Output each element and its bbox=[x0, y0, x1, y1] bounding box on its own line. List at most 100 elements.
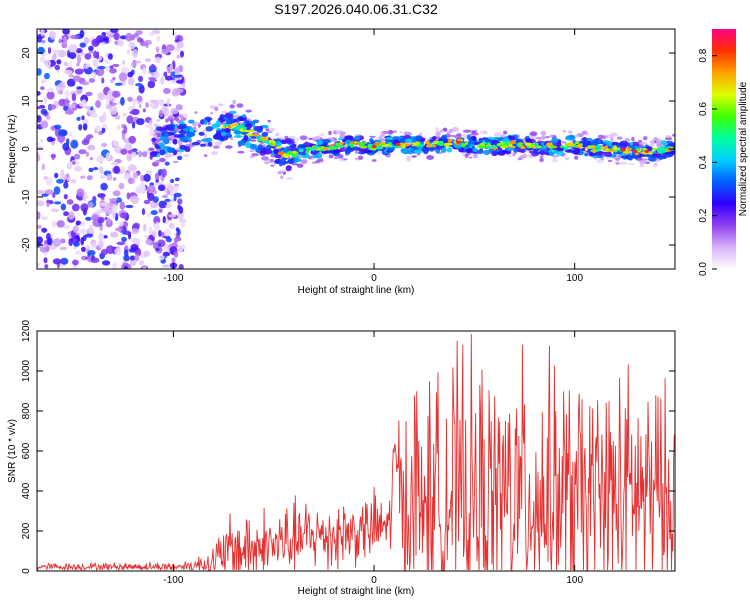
noise-blob bbox=[138, 84, 145, 94]
noise-blob bbox=[49, 137, 56, 142]
core-blob bbox=[572, 148, 580, 155]
peak-spot bbox=[620, 148, 626, 152]
noise-blob bbox=[150, 210, 158, 216]
noise-blob bbox=[56, 178, 64, 184]
core-blob bbox=[501, 138, 511, 144]
noise-blob bbox=[87, 144, 96, 151]
noise-blob bbox=[75, 250, 81, 255]
noise-blob bbox=[127, 71, 134, 78]
colorbar-label: Normalized spectral amplitude bbox=[738, 81, 749, 216]
noise-blob bbox=[72, 225, 79, 233]
noise-blob bbox=[83, 64, 90, 69]
core-blob bbox=[151, 137, 157, 142]
noise-blob bbox=[112, 177, 117, 181]
core-blob bbox=[346, 146, 355, 152]
noise-blob bbox=[66, 177, 72, 182]
noise-blob bbox=[45, 177, 53, 186]
noise-blob bbox=[142, 266, 147, 269]
core-blob bbox=[179, 144, 187, 150]
noise-blob bbox=[120, 148, 128, 155]
noise-blob bbox=[89, 157, 94, 161]
halo-blob bbox=[301, 159, 308, 165]
noise-blob bbox=[40, 108, 48, 115]
halo-blob bbox=[562, 130, 567, 133]
noise-blob bbox=[68, 60, 73, 69]
noise-blob bbox=[66, 162, 73, 170]
y-tick-label: 600 bbox=[21, 442, 32, 459]
noise-blob bbox=[158, 229, 162, 237]
ridge-blob bbox=[420, 144, 424, 147]
core-blob bbox=[189, 128, 195, 133]
halo-blob bbox=[541, 135, 546, 140]
ridge-blob bbox=[577, 143, 583, 148]
noise-blob bbox=[85, 151, 90, 157]
core-blob bbox=[565, 136, 570, 140]
ridge-blob bbox=[309, 147, 315, 151]
noise-blob bbox=[141, 208, 146, 216]
noise-blob bbox=[80, 203, 89, 212]
noise-blob bbox=[125, 32, 133, 42]
ridge-blob bbox=[262, 140, 269, 144]
noise-blob bbox=[88, 50, 94, 54]
noise-blob bbox=[113, 165, 121, 174]
halo-blob bbox=[639, 163, 644, 168]
noise-blob bbox=[122, 60, 126, 65]
noise-blob bbox=[97, 66, 106, 70]
noise-blob bbox=[118, 182, 125, 190]
halo-blob bbox=[335, 129, 341, 135]
halo-blob bbox=[318, 133, 325, 137]
halo-blob bbox=[249, 150, 255, 153]
colorbar-ticks: 0.0 0.2 0.4 0.6 0.8 bbox=[698, 48, 717, 276]
noise-blob bbox=[43, 96, 48, 104]
halo-blob bbox=[534, 137, 543, 140]
noise-blob bbox=[85, 216, 92, 221]
halo-blob bbox=[573, 134, 581, 138]
ridge-blob bbox=[367, 143, 374, 147]
noise-blob bbox=[80, 237, 85, 246]
noise-blob bbox=[70, 34, 79, 40]
halo-blob bbox=[280, 175, 284, 180]
ridge-blob bbox=[567, 142, 575, 147]
noise-blob bbox=[111, 203, 118, 213]
noise-blob bbox=[175, 104, 183, 111]
noise-blob bbox=[154, 56, 162, 64]
ridge-blob bbox=[329, 146, 336, 150]
noise-blob bbox=[164, 198, 171, 202]
halo-blob bbox=[156, 119, 161, 122]
noise-blob bbox=[72, 259, 79, 266]
noise-blob bbox=[168, 214, 176, 218]
noise-blob bbox=[60, 203, 67, 211]
noise-blob bbox=[113, 32, 120, 41]
ridge-blob bbox=[247, 129, 255, 133]
halo-blob bbox=[672, 133, 675, 137]
noise-blob bbox=[90, 257, 100, 264]
halo-blob bbox=[517, 157, 522, 161]
noise-blob bbox=[51, 220, 57, 228]
halo-blob bbox=[439, 129, 444, 133]
noise-blob bbox=[40, 120, 49, 129]
noise-blob bbox=[146, 185, 156, 193]
noise-blob bbox=[74, 165, 82, 172]
ridge-blob bbox=[283, 154, 291, 157]
core-blob bbox=[658, 156, 664, 160]
noise-blob bbox=[51, 153, 55, 161]
halo-blob bbox=[656, 143, 663, 148]
noise-blob bbox=[68, 44, 78, 53]
noise-blob bbox=[177, 198, 183, 205]
core-blob bbox=[207, 141, 213, 147]
noise-blob bbox=[44, 59, 52, 68]
noise-blob bbox=[143, 173, 151, 182]
noise-blob bbox=[174, 88, 184, 94]
noise-blob bbox=[148, 226, 153, 235]
core-blob bbox=[477, 149, 484, 154]
noise-blob bbox=[157, 100, 165, 106]
noise-blob bbox=[99, 42, 107, 46]
halo-blob bbox=[181, 117, 187, 121]
noise-blob bbox=[92, 167, 99, 171]
core-blob bbox=[446, 147, 453, 153]
core-blob bbox=[466, 134, 471, 140]
noise-blob bbox=[135, 83, 143, 87]
noise-blob bbox=[149, 132, 155, 137]
noise-blob bbox=[163, 71, 168, 78]
